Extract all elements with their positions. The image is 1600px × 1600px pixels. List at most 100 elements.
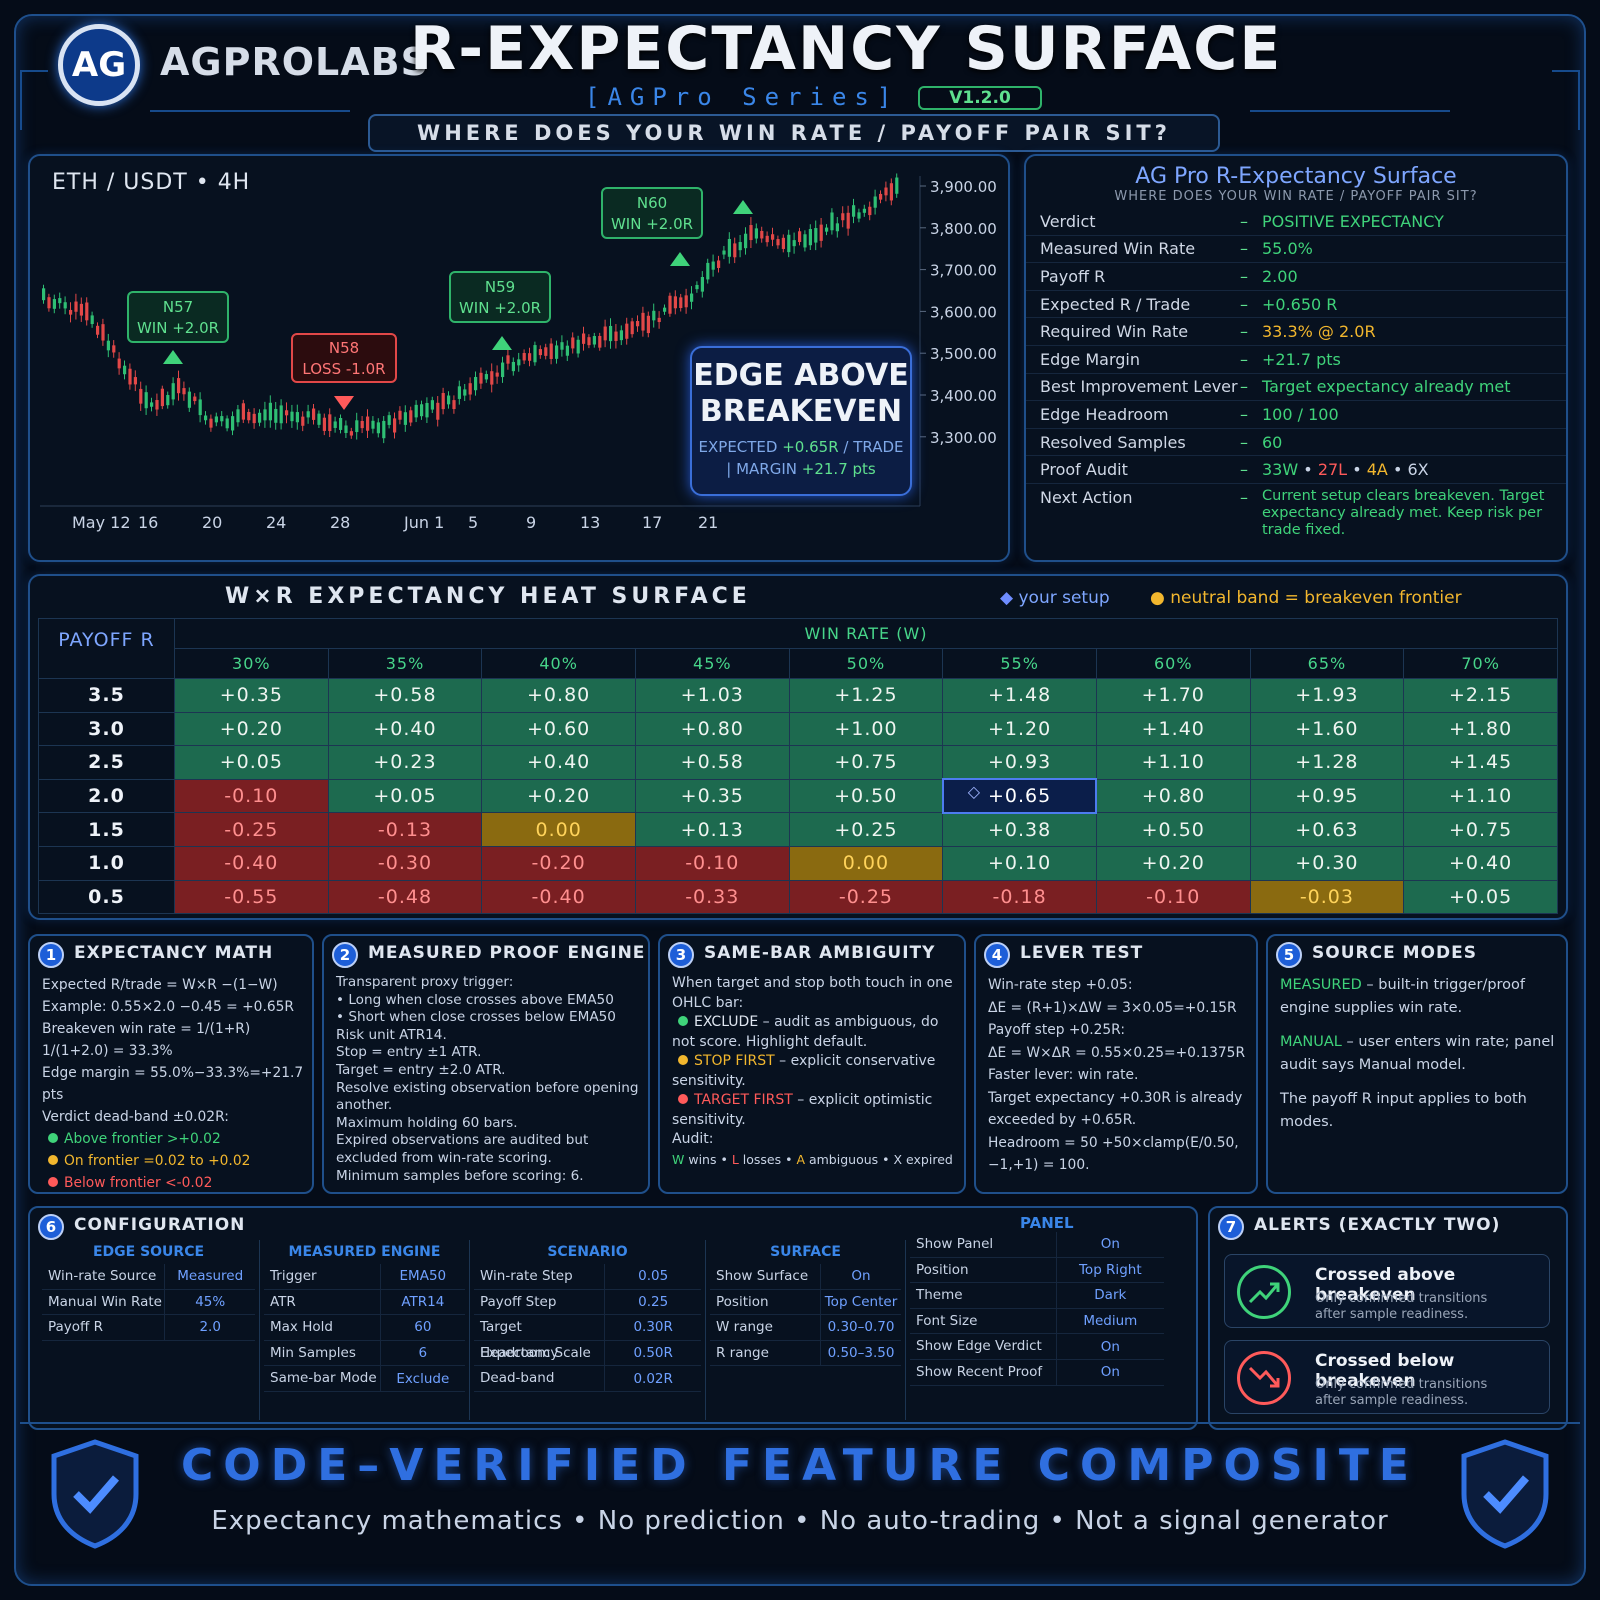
heat-cell[interactable]: +0.05 bbox=[174, 745, 329, 780]
heat-cell[interactable]: +0.80 bbox=[481, 678, 636, 713]
heat-cell[interactable]: -0.40 bbox=[174, 845, 329, 881]
config-row[interactable]: Payoff R 2.0 bbox=[42, 1315, 255, 1341]
heat-cell[interactable]: +0.13 bbox=[634, 812, 790, 847]
trade-marker-n60[interactable]: N60 WIN +2.0R bbox=[601, 187, 753, 266]
config-row[interactable]: Position Top Right bbox=[910, 1257, 1164, 1284]
config-row[interactable]: Dead-band 0.02R bbox=[474, 1366, 701, 1392]
heat-cell[interactable]: -0.55 bbox=[174, 879, 329, 915]
card-lever-test: 4 LEVER TEST Win-rate step +0.05: ΔE = (R… bbox=[974, 934, 1258, 1194]
heat-cell[interactable]: +1.80 bbox=[1403, 711, 1558, 747]
heat-cell[interactable]: -0.18 bbox=[942, 879, 1097, 915]
alert-above-breakeven[interactable]: Crossed above breakeven Only confirmed t… bbox=[1224, 1254, 1550, 1328]
config-row[interactable]: Show Recent Proof On bbox=[910, 1359, 1164, 1386]
heat-cell[interactable]: -0.25 bbox=[174, 812, 329, 847]
config-row[interactable]: Target Expectancy 0.30R bbox=[474, 1315, 701, 1361]
trade-marker-n57[interactable]: N57 WIN +2.0R bbox=[127, 291, 229, 364]
diamond-icon: ◆ bbox=[1000, 588, 1014, 608]
heat-cell[interactable]: +0.60 bbox=[481, 711, 636, 747]
heat-cell[interactable]: +1.25 bbox=[788, 678, 944, 713]
heat-cell[interactable]: -0.20 bbox=[481, 845, 636, 881]
heat-cell[interactable]: +0.58 bbox=[327, 678, 483, 713]
heat-cell[interactable]: +0.38 bbox=[942, 812, 1097, 847]
heat-cell[interactable]: -0.25 bbox=[788, 879, 944, 915]
heat-cell[interactable]: +0.20 bbox=[1095, 845, 1251, 881]
heat-cell[interactable]: +1.28 bbox=[1249, 745, 1405, 780]
config-row[interactable]: Max Hold 60 bbox=[264, 1315, 465, 1341]
config-row[interactable]: W range 0.30–0.70 bbox=[710, 1315, 901, 1341]
chart-symbol: ETH / USDT • 4H bbox=[52, 170, 251, 195]
trend-down-icon bbox=[1237, 1351, 1291, 1405]
config-row[interactable]: Font Size Medium bbox=[910, 1308, 1164, 1335]
heat-cell[interactable]: -0.03 bbox=[1249, 879, 1405, 915]
heat-cell[interactable]: +0.80 bbox=[634, 711, 790, 747]
heat-cell[interactable]: +0.40 bbox=[481, 745, 636, 780]
config-row[interactable]: Show Edge Verdict On bbox=[910, 1334, 1164, 1360]
config-row[interactable]: Show Surface On bbox=[710, 1264, 901, 1290]
config-row[interactable]: Manual Win Rate 45% bbox=[42, 1289, 255, 1316]
config-row[interactable]: Trigger EMA50 bbox=[264, 1264, 465, 1290]
heat-cell[interactable]: +1.10 bbox=[1095, 745, 1251, 780]
config-row[interactable]: Payoff Step 0.25 bbox=[474, 1289, 701, 1316]
heat-cell[interactable]: +0.10 bbox=[942, 845, 1097, 881]
config-row[interactable]: Min Samples 6 bbox=[264, 1340, 465, 1367]
heat-cell[interactable]: +1.70 bbox=[1095, 678, 1251, 713]
config-row[interactable]: Position Top Center bbox=[710, 1289, 901, 1316]
heat-cell[interactable]: +0.75 bbox=[788, 745, 944, 780]
heat-cell[interactable]: +0.40 bbox=[1403, 845, 1558, 881]
config-row[interactable]: Show Panel On bbox=[910, 1232, 1164, 1258]
heat-cell[interactable]: +0.20 bbox=[481, 778, 636, 814]
heat-cell[interactable]: +0.75 bbox=[1403, 812, 1558, 847]
alert-below-breakeven[interactable]: Crossed below breakeven Only confirmed t… bbox=[1224, 1340, 1550, 1414]
config-row[interactable]: Headroom Scale 0.50R bbox=[474, 1340, 701, 1367]
heat-cell[interactable]: +1.48 bbox=[942, 678, 1097, 713]
heat-cell[interactable]: +0.30 bbox=[1249, 845, 1405, 881]
heat-cell[interactable]: +1.60 bbox=[1249, 711, 1405, 747]
heat-cell[interactable]: +0.63 bbox=[1249, 812, 1405, 847]
heat-cell[interactable]: +2.15 bbox=[1403, 678, 1558, 713]
heat-cell[interactable]: -0.13 bbox=[327, 812, 483, 847]
heat-cell[interactable]: +0.50 bbox=[1095, 812, 1251, 847]
heat-cell[interactable]: -0.30 bbox=[327, 845, 483, 881]
price-chart[interactable]: 3,900.00 3,800.00 3,700.00 3,600.00 3,500.00… bbox=[30, 156, 1008, 560]
your-setup-cell[interactable]: ◇ +0.65 bbox=[941, 778, 1098, 814]
config-row[interactable]: Win-rate Source Measured bbox=[42, 1264, 255, 1290]
trade-marker-n59[interactable]: N59 WIN +2.0R bbox=[449, 271, 551, 350]
payoff-row-label: 3.5 bbox=[38, 678, 175, 713]
heat-cell[interactable]: +0.23 bbox=[327, 745, 483, 780]
heat-cell[interactable]: +1.93 bbox=[1249, 678, 1405, 713]
heat-cell[interactable]: -0.48 bbox=[327, 879, 483, 915]
heat-cell[interactable]: +1.00 bbox=[788, 711, 944, 747]
heat-cell[interactable]: +0.05 bbox=[1403, 879, 1558, 915]
winrate-col-header: 60% bbox=[1095, 648, 1251, 679]
heat-cell[interactable]: +0.35 bbox=[634, 778, 790, 814]
heat-cell[interactable]: +1.45 bbox=[1403, 745, 1558, 780]
win-arrow-icon bbox=[733, 200, 753, 214]
config-row[interactable]: ATR ATR14 bbox=[264, 1289, 465, 1316]
heat-cell[interactable]: +1.10 bbox=[1403, 778, 1558, 814]
config-row[interactable]: R range 0.50–3.50 bbox=[710, 1340, 901, 1367]
heat-cell[interactable]: +1.03 bbox=[634, 678, 790, 713]
heat-cell[interactable]: +1.40 bbox=[1095, 711, 1251, 747]
heat-cell[interactable]: -0.10 bbox=[174, 778, 329, 814]
heat-cell[interactable]: -0.10 bbox=[634, 845, 790, 881]
heat-cell[interactable]: +0.80 bbox=[1095, 778, 1251, 814]
heat-cell[interactable]: 0.00 bbox=[481, 812, 636, 847]
config-row[interactable]: Theme Dark bbox=[910, 1283, 1164, 1309]
heat-cell[interactable]: +0.58 bbox=[634, 745, 790, 780]
heat-cell[interactable]: +0.50 bbox=[788, 778, 944, 814]
heat-cell[interactable]: +0.93 bbox=[942, 745, 1097, 780]
heat-cell[interactable]: +0.05 bbox=[327, 778, 483, 814]
heat-cell[interactable]: +0.25 bbox=[788, 812, 944, 847]
heat-cell[interactable]: +0.40 bbox=[327, 711, 483, 747]
heat-cell[interactable]: +0.35 bbox=[174, 678, 329, 713]
heat-cell[interactable]: +0.20 bbox=[174, 711, 329, 747]
heat-cell[interactable]: -0.40 bbox=[481, 879, 636, 915]
heat-cell[interactable]: 0.00 bbox=[788, 845, 944, 881]
heat-cell[interactable]: -0.33 bbox=[634, 879, 790, 915]
heat-cell[interactable]: +1.20 bbox=[942, 711, 1097, 747]
heat-cell[interactable]: -0.10 bbox=[1095, 879, 1251, 915]
config-row[interactable]: Same-bar Mode Exclude bbox=[264, 1366, 465, 1392]
heat-cell[interactable]: +0.95 bbox=[1249, 778, 1405, 814]
config-row[interactable]: Win-rate Step 0.05 bbox=[474, 1264, 701, 1290]
trade-marker-n58[interactable]: N58 LOSS -1.0R bbox=[291, 333, 397, 410]
